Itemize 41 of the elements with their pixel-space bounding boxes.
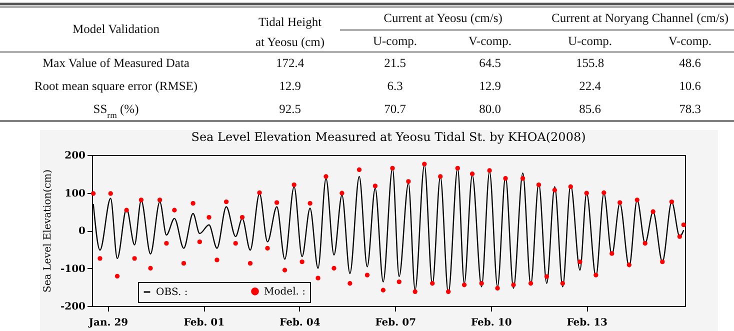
y-tick-label: SS$_{rm}$ (%) xyxy=(93,102,139,120)
x-tick-label: Feb. 13 xyxy=(566,318,608,328)
y-tick-label: -200 xyxy=(60,302,86,312)
chart-title: Sea Level Elevation Measured at Yeosu Tidal St. by KHOA(2008) xyxy=(191,130,586,144)
x-tick-label: Jan. 29 xyxy=(88,318,128,328)
y-tick-label: Root mean square error (RMSE) xyxy=(34,79,198,93)
data-label: 48.6 xyxy=(679,56,701,70)
x-tick-label: Feb. 04 xyxy=(280,318,320,328)
y-axis-title: Sea Level Elevation(cm) xyxy=(42,169,54,293)
x-tick-label: Feb. 10 xyxy=(470,318,512,328)
data-label: 85.6 xyxy=(579,102,601,116)
data-label: 10.6 xyxy=(679,79,701,93)
x-tick-label: Tidal Height at Yeosu (cm) xyxy=(255,15,325,49)
x-tick-label: U-comp. xyxy=(372,34,418,48)
y-tick-label: 0 xyxy=(78,226,86,237)
x-tick-label: Feb. 01 xyxy=(184,318,225,328)
text: Model Validation xyxy=(72,22,160,36)
x-tick-label: U-comp. xyxy=(568,34,612,48)
data-label: 80.0 xyxy=(479,102,501,116)
data-label: 21.5 xyxy=(384,56,406,70)
x-tick-label: Feb. 07 xyxy=(375,318,416,328)
data-label: 22.4 xyxy=(579,79,602,93)
data-label: 12.9 xyxy=(479,79,501,93)
data-label: 70.7 xyxy=(384,102,406,116)
x-tick-label: V-comp. xyxy=(468,34,512,48)
data-label: 92.5 xyxy=(279,102,301,116)
legend-label: OBS. : xyxy=(156,287,188,298)
data-label: 12.9 xyxy=(279,79,301,93)
text: Current at Yeosu (cm/s) xyxy=(384,11,502,25)
legend-label: Model. : xyxy=(264,286,306,298)
y-tick-label: 100 xyxy=(64,188,86,200)
y-tick-label: Max Value of Measured Data xyxy=(42,56,190,70)
data-label: 64.5 xyxy=(479,56,501,70)
data-label: 155.8 xyxy=(576,56,604,70)
data-label: 6.3 xyxy=(387,79,403,93)
data-label: 78.3 xyxy=(679,102,701,116)
x-tick-label: V-comp. xyxy=(668,34,712,48)
y-tick-label: 200 xyxy=(64,150,86,162)
text: Current at Noryang Channel (cm/s) xyxy=(551,11,729,25)
data-label: 172.4 xyxy=(276,56,305,70)
y-tick-label: -100 xyxy=(60,264,86,275)
